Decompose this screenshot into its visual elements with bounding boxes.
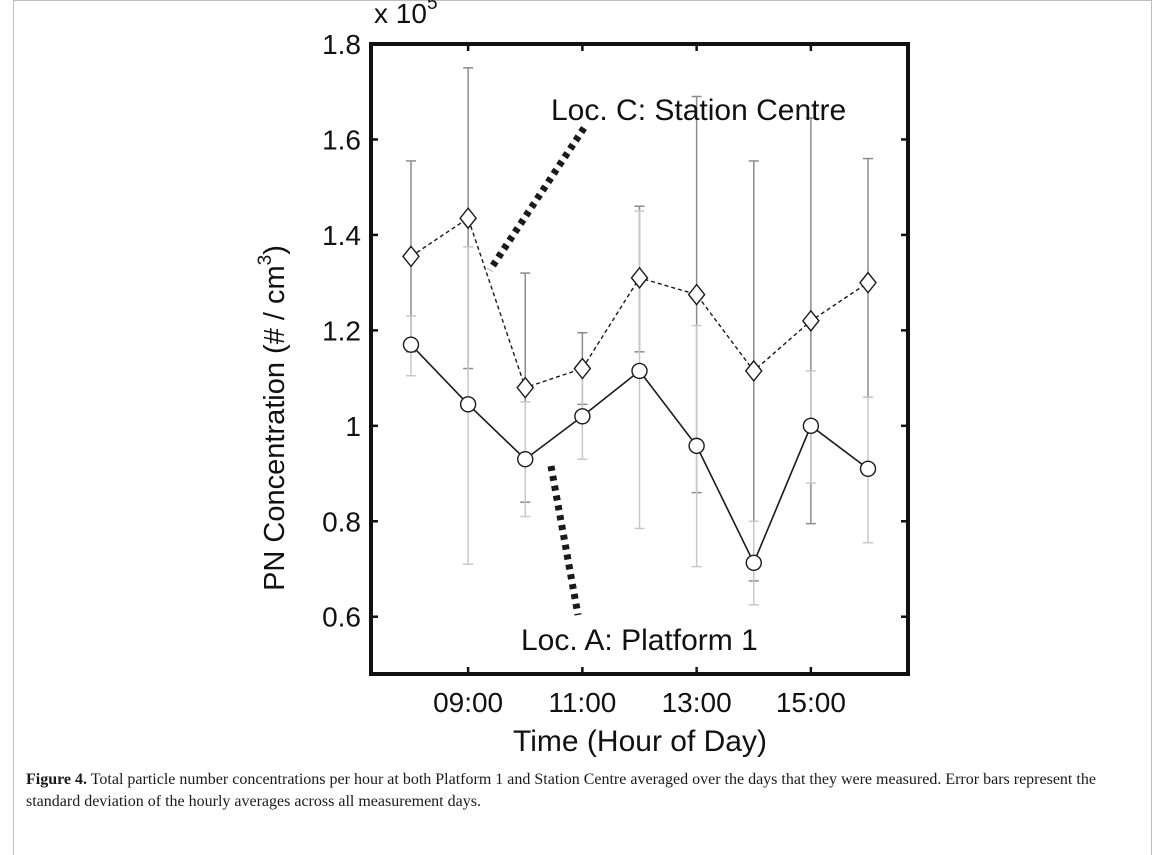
x-tick-label: 15:00 bbox=[776, 687, 846, 718]
data-point-diamond bbox=[859, 271, 877, 294]
chart: 0.60.811.21.41.61.809:00 11:00 13:00 15:00 … bbox=[255, 0, 910, 758]
plot-frame bbox=[369, 42, 910, 676]
data-point-diamond bbox=[687, 283, 706, 306]
data-point-diamond bbox=[516, 376, 535, 399]
annotation-station-centre: Loc. C: Station Centre bbox=[551, 94, 846, 127]
x-tick-label: 13:00 bbox=[662, 687, 732, 718]
x-axis-title: Time (Hour of Day) bbox=[513, 725, 767, 758]
caption-label: Figure 4. bbox=[26, 771, 88, 788]
y-axis-title: PN Concentration (# / cm3) bbox=[255, 245, 291, 591]
annotation-line-station-centre bbox=[487, 126, 587, 272]
y-tick-label: 1.2 bbox=[322, 315, 361, 346]
y-axis-title-close: ) bbox=[259, 245, 291, 255]
data-point-diamond bbox=[402, 245, 420, 268]
caption-text: Total particle number concentrations per… bbox=[26, 771, 1096, 810]
x-tick-label: 11:00 bbox=[548, 687, 616, 718]
figure-caption: Figure 4. Total particle number concentr… bbox=[26, 769, 1136, 813]
annotation-line-platform-1 bbox=[547, 465, 582, 616]
y-tick-label: 0.8 bbox=[322, 506, 361, 537]
data-point-diamond bbox=[744, 359, 763, 383]
y-tick-label: 1.4 bbox=[322, 220, 361, 251]
y-axis-title-superscript: 3 bbox=[255, 255, 276, 266]
y-tick-label: 1.8 bbox=[322, 29, 361, 60]
data-point-diamond bbox=[630, 266, 649, 289]
data-point-circle bbox=[574, 408, 591, 425]
y-tick-label: 0.6 bbox=[322, 602, 361, 633]
data-point-circle bbox=[688, 437, 705, 455]
plot-area: 0.6 0.8 1 1.2 1.4 1.6 1.8 09:00 11:00 13:00 15:00 bbox=[322, 29, 910, 718]
y-multiplier-exponent: 5 bbox=[427, 0, 438, 14]
y-axis-title-text: PN Concentration (# / cm bbox=[259, 265, 291, 591]
data-point-circle bbox=[517, 451, 534, 468]
data-point-diamond bbox=[573, 357, 592, 380]
y-multiplier-base: x 10 bbox=[374, 0, 427, 29]
data-point-circle bbox=[745, 554, 762, 571]
data-point-circle bbox=[859, 460, 877, 477]
data-point-diamond bbox=[459, 207, 478, 230]
data-point-circle bbox=[631, 362, 648, 380]
data-point-diamond bbox=[801, 309, 820, 332]
y-multiplier: x 105 bbox=[374, 0, 438, 29]
y-tick-label: 1 bbox=[345, 411, 361, 442]
data-point-circle bbox=[402, 336, 420, 353]
data-point-circle bbox=[459, 396, 477, 413]
data-point-circle bbox=[802, 417, 820, 435]
annotation-platform-1: Loc. A: Platform 1 bbox=[521, 624, 758, 657]
y-tick-label: 1.6 bbox=[322, 124, 361, 155]
x-tick-label: 09:00 bbox=[433, 687, 503, 718]
